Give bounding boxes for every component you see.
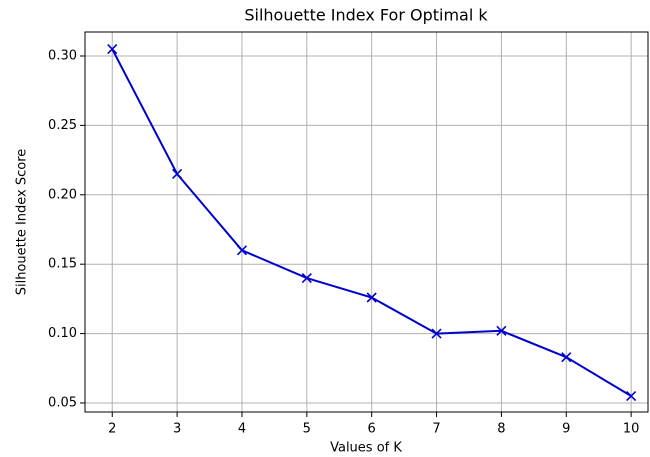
marker: [496, 325, 507, 336]
marker: [236, 245, 248, 256]
y-tick-label: 0.30: [48, 49, 77, 64]
y-tick-label: 0.05: [48, 395, 77, 410]
plot-frame: [84, 31, 649, 413]
y-tick-label: 0.15: [48, 257, 77, 272]
marker: [107, 44, 118, 55]
marker: [172, 168, 183, 180]
x-tick-label: 2: [108, 422, 116, 437]
x-axis-label: Values of K: [330, 441, 402, 456]
marker: [301, 273, 312, 284]
marker: [366, 292, 377, 303]
y-tick-label: 0.20: [48, 187, 77, 202]
x-tick-label: 10: [623, 422, 640, 437]
chart-title: Silhouette Index For Optimal k: [244, 6, 488, 25]
y-tick-label: 0.10: [48, 326, 77, 341]
y-axis-label: Silhouette Index Score: [15, 149, 30, 296]
x-tick-label: 7: [432, 422, 440, 437]
x-tick-label: 4: [238, 422, 246, 437]
x-tick-label: 3: [173, 422, 181, 437]
marker: [626, 390, 637, 402]
x-tick-label: 5: [303, 422, 311, 437]
y-tick-label: 0.25: [48, 118, 77, 133]
marker: [431, 328, 442, 339]
x-tick-label: 6: [368, 422, 376, 437]
marker: [561, 352, 572, 363]
x-tick-label: 9: [562, 422, 570, 437]
x-tick-label: 8: [497, 422, 505, 437]
